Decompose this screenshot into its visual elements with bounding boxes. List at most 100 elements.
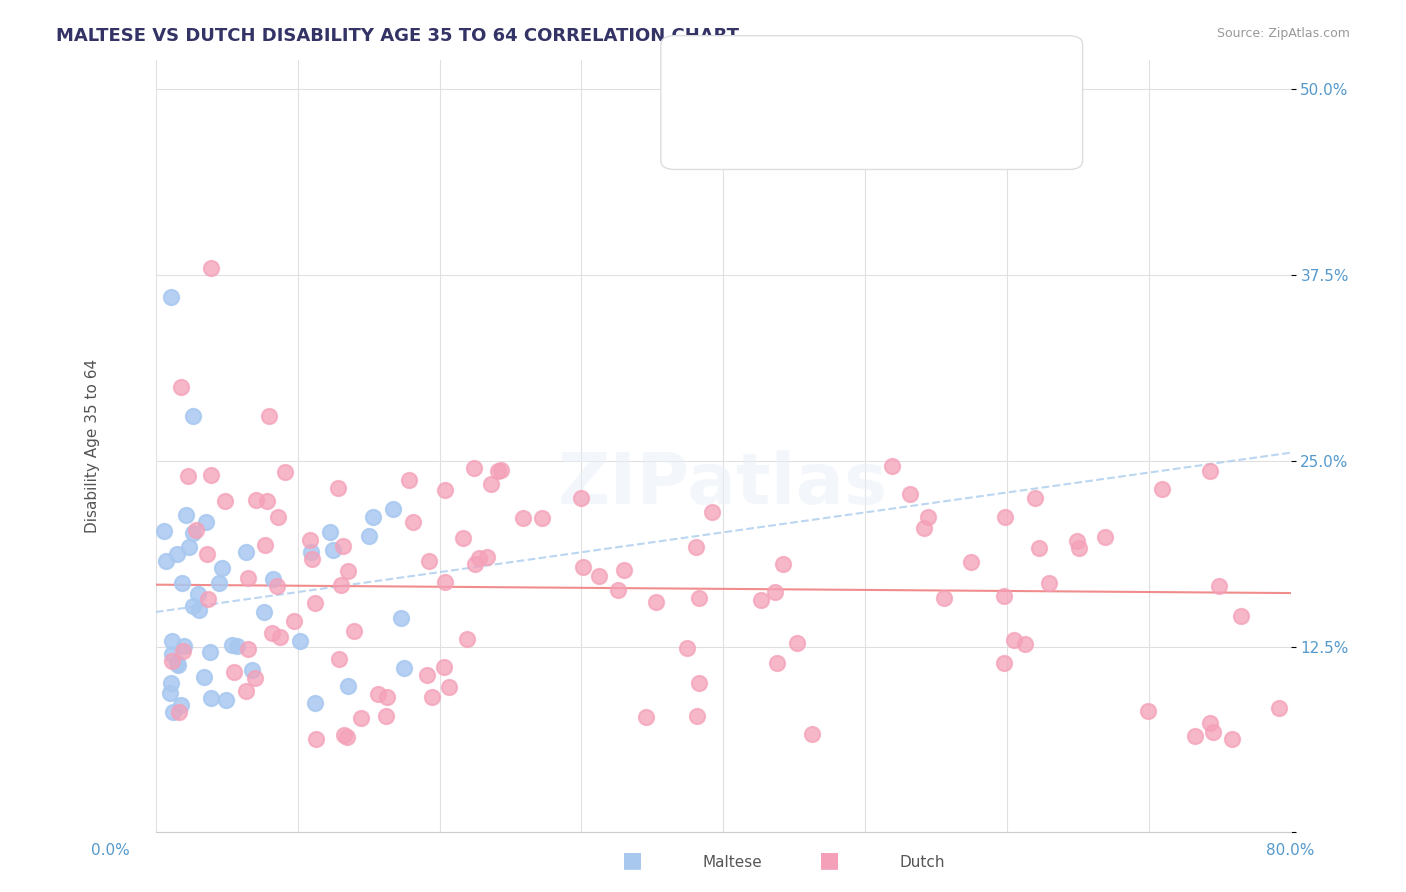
Point (1184, 730, 1206, 744)
Point (636, 710, 658, 724)
Point (288, 633, 311, 648)
Point (336, 731, 359, 745)
Point (181, 599, 204, 614)
Point (162, 655, 184, 669)
Point (283, 614, 305, 628)
Point (167, 657, 190, 672)
Point (262, 572, 284, 586)
Point (337, 564, 360, 578)
Point (606, 583, 628, 598)
Point (531, 510, 554, 524)
Point (267, 510, 290, 524)
Point (200, 468, 222, 483)
Point (1230, 608, 1253, 623)
Point (214, 494, 236, 508)
Point (1028, 541, 1050, 555)
Point (236, 642, 259, 657)
Point (181, 409, 204, 424)
Point (173, 639, 195, 653)
Point (304, 595, 326, 609)
Point (208, 576, 231, 591)
Point (333, 728, 356, 742)
Point (433, 483, 456, 498)
Point (160, 647, 183, 661)
Point (489, 463, 512, 477)
Point (882, 458, 904, 473)
Point (194, 515, 217, 529)
Point (1094, 530, 1116, 544)
Point (801, 727, 824, 741)
Text: 0.0%: 0.0% (91, 843, 131, 857)
Point (486, 464, 509, 478)
Point (299, 545, 322, 559)
Point (174, 508, 197, 522)
Y-axis label: Disability Age 35 to 64: Disability Age 35 to 64 (86, 359, 100, 533)
Point (197, 592, 219, 607)
Point (222, 665, 245, 680)
Point (343, 624, 366, 638)
Point (337, 679, 360, 693)
Point (434, 574, 457, 589)
Point (479, 477, 502, 491)
Point (1038, 575, 1060, 590)
Point (166, 547, 188, 561)
Point (319, 524, 342, 539)
Point (960, 555, 983, 569)
Text: Dutch: Dutch (900, 855, 945, 870)
Point (274, 465, 297, 479)
Point (187, 587, 209, 601)
Point (262, 625, 284, 640)
Point (569, 491, 592, 506)
Point (437, 680, 460, 694)
Point (993, 589, 1015, 603)
Point (170, 575, 193, 590)
Point (304, 731, 326, 746)
Point (456, 632, 478, 646)
Point (322, 542, 344, 557)
Point (416, 668, 439, 682)
Point (326, 481, 349, 495)
Point (688, 591, 710, 605)
Point (1152, 482, 1174, 496)
Point (749, 593, 772, 607)
Point (463, 460, 485, 475)
Point (1067, 541, 1090, 555)
Point (375, 690, 398, 704)
Point (1199, 465, 1222, 479)
Point (176, 469, 198, 483)
Point (394, 661, 416, 675)
Point (159, 676, 181, 690)
Point (676, 641, 699, 656)
Point (253, 538, 276, 552)
Text: 80.0%: 80.0% (1267, 843, 1315, 857)
Point (177, 540, 200, 554)
Point (181, 525, 204, 540)
Point (1024, 491, 1046, 506)
Point (468, 551, 491, 566)
Point (235, 545, 257, 559)
Point (236, 571, 259, 585)
Point (304, 696, 326, 710)
Point (572, 560, 595, 574)
Point (645, 595, 668, 609)
Point (172, 644, 194, 658)
Point (1137, 704, 1160, 718)
Text: Maltese: Maltese (703, 855, 762, 870)
Point (917, 509, 939, 524)
Point (214, 692, 236, 706)
Point (402, 515, 425, 529)
Point (328, 651, 350, 665)
Point (612, 563, 634, 577)
Point (1208, 579, 1230, 593)
Text: MALTESE VS DUTCH DISABILITY AGE 35 TO 64 CORRELATION CHART: MALTESE VS DUTCH DISABILITY AGE 35 TO 64… (56, 27, 740, 45)
Point (418, 554, 440, 568)
Point (688, 676, 710, 690)
Point (1268, 701, 1291, 715)
Point (451, 532, 474, 546)
Point (211, 561, 233, 575)
Point (186, 523, 208, 537)
Point (685, 540, 707, 554)
Point (765, 657, 787, 671)
Point (389, 611, 412, 625)
Point (198, 645, 221, 659)
